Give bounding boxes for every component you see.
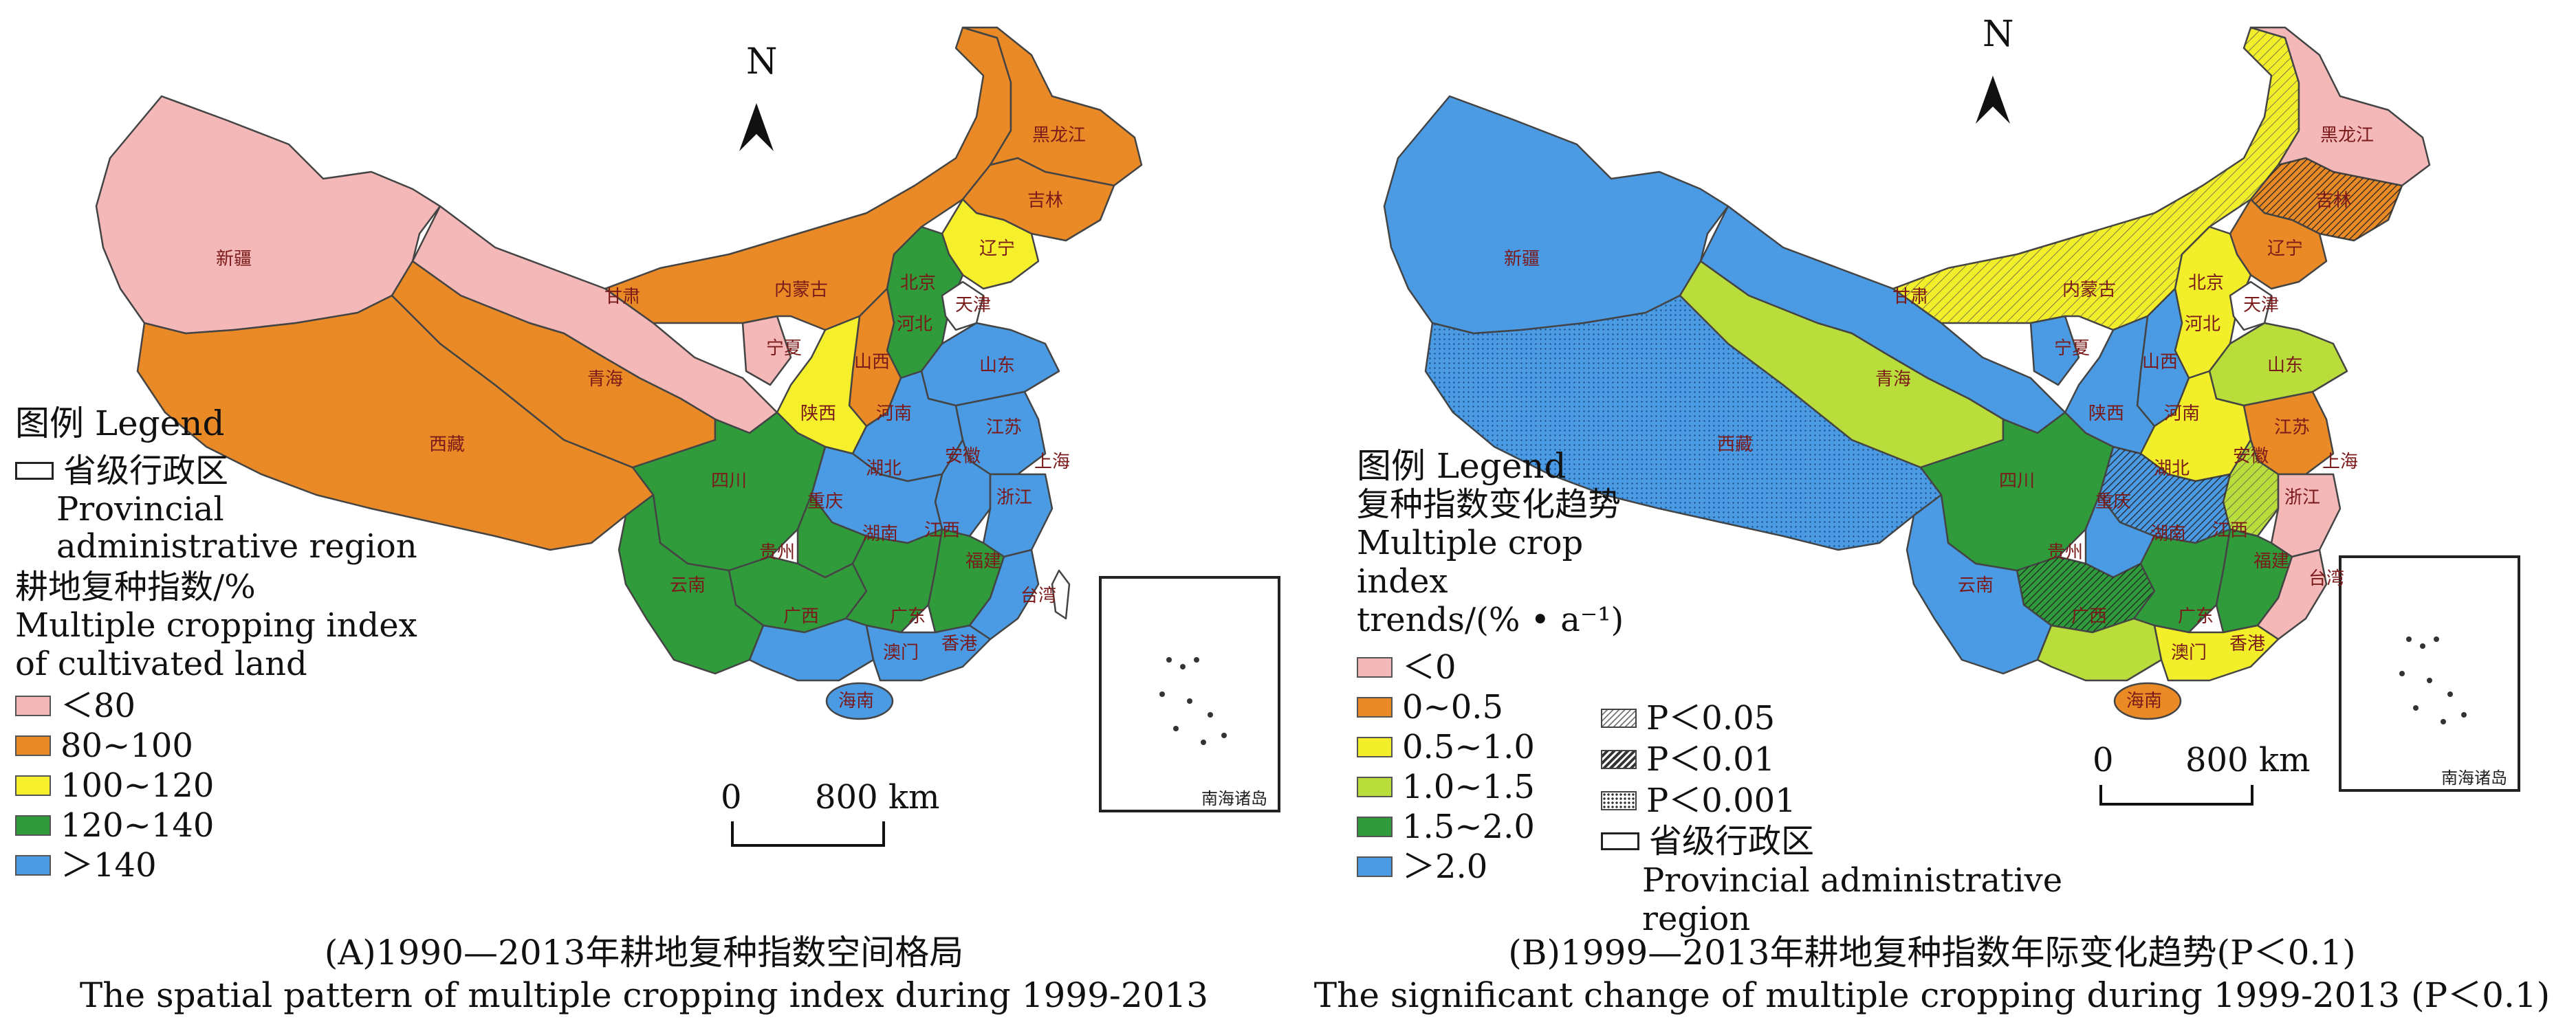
legend-classes-b: ＜0 0~0.5 0.5~1.0 1.0~1.5 1.5~2.0 ＞2.0 bbox=[1357, 647, 1646, 887]
region-ningxia bbox=[741, 315, 792, 386]
significance-row: P＜0.05 bbox=[1601, 698, 2096, 739]
region-guangxi bbox=[748, 617, 875, 682]
north-label-b: N bbox=[1983, 14, 2014, 55]
significance-label: P＜0.05 bbox=[1646, 699, 1776, 738]
boundary-en-b: Provincial administrative region bbox=[1642, 861, 2063, 938]
region-zhejiang bbox=[982, 473, 1054, 558]
inset-frame-a bbox=[1099, 576, 1280, 812]
legend-b: 图例 Legend 复种指数变化趋势 Multiple crop index t… bbox=[1357, 447, 1646, 887]
legend-b-class-label: 1.5~2.0 bbox=[1402, 808, 1535, 846]
region-taiwan bbox=[1051, 569, 1071, 620]
legend-title-a: 图例 Legend bbox=[15, 403, 225, 443]
region-qinghai bbox=[391, 260, 717, 469]
legend-b-class-row: 1.0~1.5 bbox=[1357, 767, 1646, 807]
boundary-cn-b: 省级行政区 bbox=[1649, 822, 1815, 861]
region-fujian-b bbox=[2256, 548, 2328, 641]
significance-row: P＜0.01 bbox=[1601, 739, 2096, 780]
field-cn-a: 耕地复种指数/% bbox=[15, 568, 256, 606]
legend-a-class-label: ＞140 bbox=[61, 846, 157, 885]
legend-b-class-swatch bbox=[1357, 777, 1393, 797]
field-en-a: Multiple cropping index of cultivated la… bbox=[15, 606, 417, 683]
legend-significance-b: P＜0.05 P＜0.01 P＜0.001 bbox=[1601, 698, 2096, 821]
significance-swatch bbox=[1601, 791, 1637, 810]
legend-b-class-row: 0.5~1.0 bbox=[1357, 727, 1646, 767]
field-cn-b: 复种指数变化趋势 bbox=[1357, 485, 1622, 524]
north-label-a: N bbox=[746, 41, 778, 82]
legend-b-class-label: ＜0 bbox=[1402, 648, 1456, 687]
north-arrow-icon bbox=[739, 103, 774, 151]
legend-a-class-row: 100~120 bbox=[15, 766, 455, 806]
legend-b-class-swatch bbox=[1357, 697, 1393, 718]
legend-boundary-a: 省级行政区 bbox=[15, 451, 455, 491]
legend-b-class-label: 0~0.5 bbox=[1402, 688, 1504, 727]
panel-a: 新疆 西藏 青海 甘肃 内蒙古 黑龙江 吉林 辽宁 河北 北京 天津 山西 山东… bbox=[15, 26, 1280, 1015]
legend-a-class-swatch bbox=[15, 696, 51, 716]
legend-a-class-row: ＜80 bbox=[15, 686, 455, 726]
legend-a-class-swatch bbox=[15, 775, 51, 796]
scale-bar-b bbox=[2099, 785, 2253, 806]
legend-b-class-swatch bbox=[1357, 817, 1393, 837]
legend-a-class-label: 100~120 bbox=[61, 766, 215, 805]
scale-length-a: 800 km bbox=[815, 778, 940, 817]
legend-b-class-swatch bbox=[1357, 657, 1393, 678]
scale-zero-a: 0 bbox=[721, 778, 742, 817]
region-guangxi-b bbox=[2036, 617, 2163, 682]
significance-label: P＜0.001 bbox=[1646, 781, 1796, 820]
scale-zero-b: 0 bbox=[2093, 741, 2114, 779]
legend-a-class-row: 80~100 bbox=[15, 726, 455, 766]
scale-bar bbox=[731, 821, 885, 847]
map-a bbox=[95, 26, 1280, 847]
legend-a-class-label: 120~140 bbox=[61, 806, 215, 845]
legend-a-class-swatch bbox=[15, 735, 51, 756]
panel-b: 新疆 西藏 青海 甘肃 内蒙古 黑龙江 吉林 辽宁 河北 北京 天津 山西 山东… bbox=[1288, 0, 2576, 1020]
inset-frame-b bbox=[2339, 555, 2520, 792]
boundary-cn-a: 省级行政区 bbox=[63, 452, 229, 490]
legend-a-class-row: ＞140 bbox=[15, 845, 455, 885]
region-guangdong-b bbox=[2153, 624, 2280, 682]
region-zhejiang-b bbox=[2270, 473, 2342, 558]
caption-en-a: The spatial pattern of multiple cropping… bbox=[79, 975, 1209, 1015]
field-en-b1: Multiple crop index bbox=[1357, 524, 1584, 601]
north-arrow-icon-b bbox=[1976, 76, 2010, 124]
caption-en-b: The significant change of multiple cropp… bbox=[1313, 975, 2551, 1015]
boundary-en-a: Provincial administrative region bbox=[56, 490, 417, 566]
legend-b-class-label: ＞2.0 bbox=[1402, 847, 1488, 886]
boundary-swatch bbox=[15, 462, 54, 480]
significance-label: P＜0.01 bbox=[1646, 740, 1776, 779]
region-qinghai-b bbox=[1679, 260, 2005, 469]
significance-swatch bbox=[1601, 750, 1637, 769]
legend-b-class-row: 0~0.5 bbox=[1357, 687, 1646, 727]
legend-b-class-label: 0.5~1.0 bbox=[1402, 728, 1535, 766]
caption-cn-b: (B)1999—2013年耕地复种指数年际变化趋势(P＜0.1) bbox=[1508, 933, 2356, 973]
legend-classes-a: ＜80 80~100 100~120 120~140 ＞140 bbox=[15, 686, 455, 885]
legend-b-class-swatch bbox=[1357, 856, 1393, 877]
legend-b-class-row: 1.5~2.0 bbox=[1357, 807, 1646, 847]
legend-a-class-swatch bbox=[15, 855, 51, 876]
scale-length-b: 800 km bbox=[2185, 741, 2311, 779]
legend-a-class-swatch bbox=[15, 815, 51, 836]
legend-a-class-label: ＜80 bbox=[61, 687, 136, 725]
significance-row: P＜0.001 bbox=[1601, 780, 2096, 821]
legend-b-class-row: ＜0 bbox=[1357, 647, 1646, 687]
legend-b-class-swatch bbox=[1357, 737, 1393, 757]
legend-b-class-row: ＞2.0 bbox=[1357, 847, 1646, 887]
legend-a-class-row: 120~140 bbox=[15, 806, 455, 845]
field-en-b2: trends/(% • a⁻¹) bbox=[1357, 601, 1624, 639]
map-b bbox=[1383, 26, 2520, 806]
region-hainan-b bbox=[2113, 682, 2182, 720]
legend-a: 图例 Legend 省级行政区 Provincial administrativ… bbox=[15, 404, 455, 885]
legend-title-b: 图例 Legend bbox=[1357, 446, 1567, 486]
caption-cn-a: (A)1990—2013年耕地复种指数空间格局 bbox=[324, 933, 964, 973]
legend-b-class-label: 1.0~1.5 bbox=[1402, 768, 1535, 806]
significance-swatch bbox=[1601, 709, 1637, 728]
region-guangdong bbox=[865, 624, 992, 682]
region-ningxia-b bbox=[2029, 315, 2080, 386]
boundary-swatch-b bbox=[1601, 832, 1639, 850]
region-fujian bbox=[968, 548, 1040, 641]
legend-boundary-b: 省级行政区 bbox=[1601, 821, 2096, 861]
region-hainan bbox=[825, 682, 894, 720]
legend-b-signif: P＜0.05 P＜0.01 P＜0.001 省级行政区 Provincial adm… bbox=[1601, 698, 2096, 938]
legend-a-class-label: 80~100 bbox=[61, 727, 193, 765]
